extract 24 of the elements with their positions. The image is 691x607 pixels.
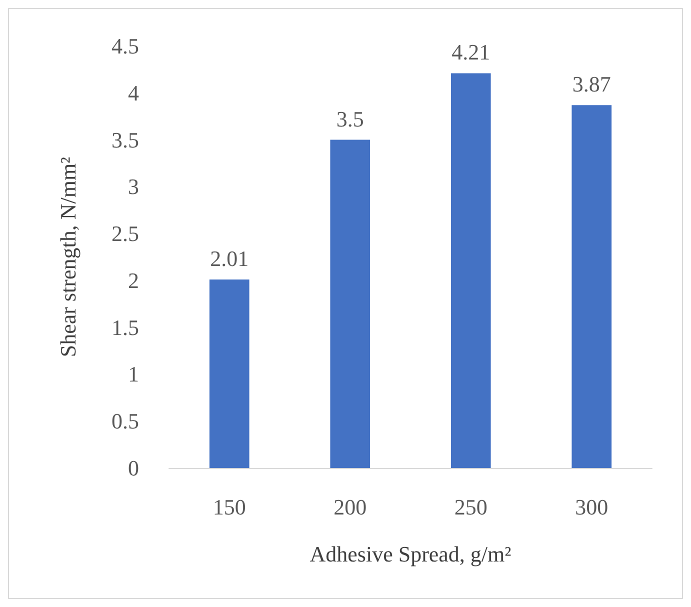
data-label: 3.5 [336,106,364,132]
y-tick-label: 0.5 [112,408,139,434]
y-tick-label: 4 [128,80,139,106]
y-tick-label: 2.5 [112,221,139,246]
x-tick-label: 300 [575,494,608,520]
bar [209,280,250,468]
bar [330,140,370,468]
y-axis-title: Shear strength, N/mm² [56,156,80,358]
bar [572,105,612,468]
y-tick-label: 2 [128,268,139,293]
bar [450,73,491,468]
y-tick-label: 3.5 [112,127,139,152]
x-tick-label: 200 [334,494,367,520]
x-tick-label: 150 [212,494,246,520]
x-axis-title: Adhesive Spread, g/m² [310,542,512,566]
data-label: 3.87 [572,72,611,97]
y-tick-label: 1.5 [112,314,139,340]
y-tick-label: 1 [128,362,139,387]
data-label: 4.21 [452,40,490,65]
y-tick-label: 4.5 [112,34,139,58]
y-tick-label: 0 [128,456,139,480]
y-tick-label: 3 [128,174,139,200]
x-tick-label: 250 [454,494,488,520]
data-label: 2.01 [210,246,249,272]
